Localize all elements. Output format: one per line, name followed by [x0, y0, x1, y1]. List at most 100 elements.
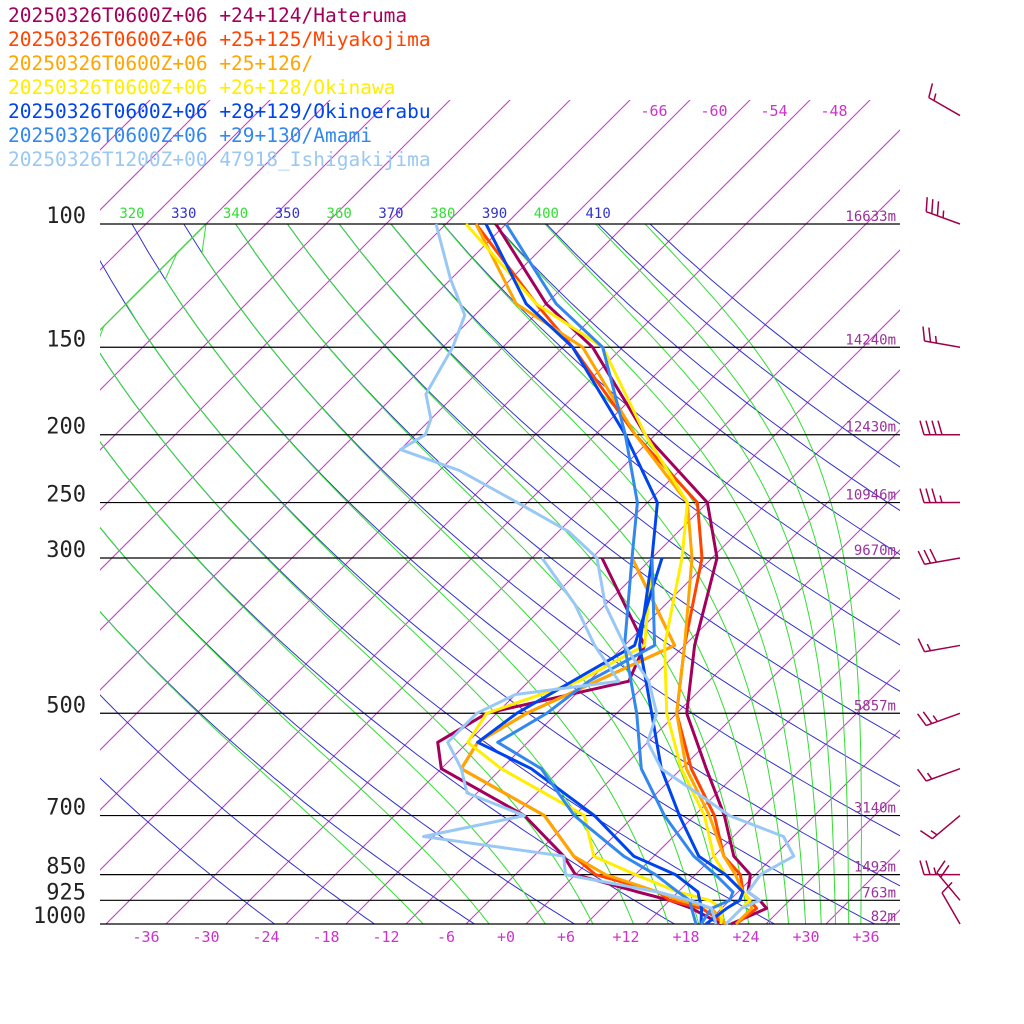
pressure-label: 850	[46, 855, 86, 880]
wind-barb	[917, 548, 961, 565]
height-label: 3140m	[854, 801, 896, 817]
legend-entry: 20250326T0600Z+06 +28+129/Okinoerabu	[8, 100, 431, 123]
isotherm-label: -48	[820, 102, 847, 120]
wind-barbs	[916, 83, 961, 925]
isotherm-label: -60	[700, 102, 727, 120]
temperature-trace	[398, 223, 796, 926]
isotherm-line	[525, 549, 900, 924]
legend-entry: 20250326T0600Z+06 +26+128/Okinawa	[8, 76, 396, 99]
temperature-tick-label: +18	[672, 928, 699, 946]
isobar-lines	[100, 223, 900, 925]
isotherm-line	[165, 189, 900, 924]
isotherm-line	[225, 249, 900, 924]
isotherm-line	[645, 669, 900, 924]
height-label: 5857m	[854, 698, 896, 714]
isotherm-line	[100, 100, 211, 211]
isotherm-line	[100, 100, 331, 331]
wind-barb	[936, 860, 961, 901]
theta-label: 350	[275, 206, 300, 222]
isotherm-line	[100, 100, 871, 871]
legend-entry: 20250326T0600Z+06 +29+130/Amami	[8, 124, 372, 147]
isotherm-line	[285, 309, 900, 924]
isotherm-label: -54	[760, 102, 787, 120]
wind-barb	[925, 197, 961, 225]
temperature-trace	[474, 223, 754, 926]
dry-adiabat	[546, 224, 900, 512]
pressure-label: 100	[46, 204, 86, 229]
dry-adiabat	[100, 526, 575, 924]
dewpoint-trace	[476, 557, 704, 925]
theta-label: 370	[378, 206, 403, 222]
moist-adiabat	[100, 224, 490, 924]
isotherm-line	[345, 369, 900, 924]
dewpoint-trace	[422, 557, 718, 925]
height-label: 12430m	[845, 420, 896, 436]
dry-adiabat	[100, 777, 275, 924]
height-label: 82m	[871, 909, 896, 925]
wind-barb	[917, 638, 961, 653]
legend-entry: 20250326T0600Z+06 +25+126/	[8, 52, 314, 75]
isotherm-line	[100, 100, 751, 751]
height-label: 763m	[862, 885, 896, 901]
pressure-label: 300	[46, 538, 86, 563]
temperature-tick-label: -24	[252, 928, 279, 946]
temperature-tick-label: +0	[497, 928, 515, 946]
temperature-tick-label: -12	[372, 928, 399, 946]
axis-labels: 100 16633m 150 14240m 200 12430m 250 10946m 300 9…	[33, 102, 896, 946]
pressure-label: 150	[46, 327, 86, 352]
pressure-label: 250	[46, 483, 86, 508]
pressure-label: 1000	[33, 904, 86, 929]
temperature-tick-label: -36	[132, 928, 159, 946]
isotherm-line	[100, 100, 391, 391]
temperature-tick-label: +30	[792, 928, 819, 946]
temperature-tick-label: -18	[312, 928, 339, 946]
moist-adiabat	[100, 224, 594, 924]
pressure-label: 500	[46, 693, 86, 718]
wind-barb	[919, 420, 961, 436]
height-label: 10946m	[845, 488, 896, 504]
theta-label: 320	[119, 206, 144, 222]
wind-barb	[916, 711, 961, 727]
isotherm-line	[885, 909, 900, 924]
theta-label: 380	[430, 206, 455, 222]
isotherm-lines	[100, 100, 900, 924]
isotherm-line	[100, 100, 811, 811]
temperature-trace	[474, 223, 759, 926]
dewpoint-trace	[466, 557, 724, 925]
isotherm-line	[100, 100, 571, 571]
legend: 20250326T0600Z+06 +24+124/Hateruma 202503…	[8, 4, 431, 172]
isotherm-line	[705, 729, 900, 924]
isotherm-line	[100, 100, 691, 691]
temperature-tick-label: +12	[612, 928, 639, 946]
wind-barb	[916, 768, 961, 782]
temperature-tick-label: +6	[557, 928, 575, 946]
theta-label: 410	[586, 206, 611, 222]
height-label: 1493m	[854, 860, 896, 876]
temperature-tick-label: +36	[852, 928, 879, 946]
pressure-label: 700	[46, 796, 86, 821]
theta-label: 330	[171, 206, 196, 222]
wind-barb	[919, 814, 961, 840]
temperature-trace	[464, 223, 752, 926]
height-label: 14240m	[845, 332, 896, 348]
theta-label: 390	[482, 206, 507, 222]
temperature-trace	[504, 223, 735, 925]
isotherm-line	[100, 100, 511, 511]
dry-adiabat	[442, 224, 900, 600]
moist-adiabat	[100, 224, 546, 924]
theta-label: 360	[327, 206, 352, 222]
legend-entry: 20250326T0600Z+06 +24+124/Hateruma	[8, 4, 408, 27]
theta-label: 340	[223, 206, 248, 222]
temperature-trace	[484, 223, 745, 926]
temperature-tick-label: -6	[437, 928, 455, 946]
pressure-label: 925	[46, 880, 86, 905]
wind-barb	[919, 488, 961, 504]
temperature-tick-label: -30	[192, 928, 219, 946]
isotherm-line	[765, 789, 900, 924]
isotherm-line	[585, 609, 900, 924]
wind-barb	[941, 881, 961, 925]
isotherm-line	[405, 429, 900, 924]
sounding-traces	[398, 223, 796, 926]
height-label: 9670m	[854, 543, 896, 559]
